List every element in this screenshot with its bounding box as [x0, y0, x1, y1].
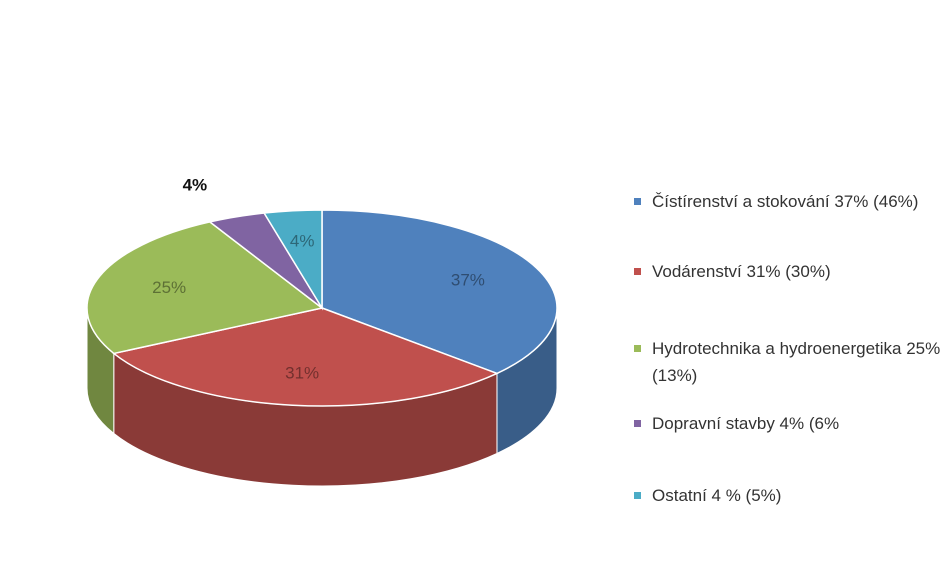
legend-entry: Čístírenství a stokování 37% (46%) — [630, 188, 948, 215]
legend-label: Čístírenství a stokování 37% (46%) — [652, 192, 919, 211]
legend-entry: Dopravní stavby 4% (6% — [630, 410, 948, 437]
slice — [262, 209, 323, 311]
slice — [86, 221, 324, 355]
legend-label: Dopravní stavby 4% (6% — [652, 414, 840, 433]
legend-label: Ostatní 4 % (5%) — [652, 486, 782, 505]
slice — [321, 209, 558, 375]
slice — [112, 307, 499, 407]
legend-entry: Hydrotechnika a hydroenergetika 25% (13%… — [630, 335, 948, 389]
legend-entry: Ostatní 4 % (5%) — [630, 482, 948, 509]
data-label: 4% — [290, 231, 315, 250]
data-label: 37% — [451, 270, 485, 289]
legend-label: Hydrotechnika a hydroenergetika 25% (13%… — [652, 339, 941, 385]
legend-swatch — [634, 198, 641, 205]
data-label: 25% — [152, 278, 186, 297]
data-label: 31% — [285, 364, 319, 383]
data-label: 4% — [183, 175, 208, 194]
legend-swatch — [634, 420, 641, 427]
legend-swatch — [634, 268, 641, 275]
legend-entry: Vodárenství 31% (30%) — [630, 258, 948, 285]
legend-swatch — [634, 345, 641, 352]
legend-swatch — [634, 492, 641, 499]
legend-label: Vodárenství 31% (30%) — [652, 262, 831, 281]
